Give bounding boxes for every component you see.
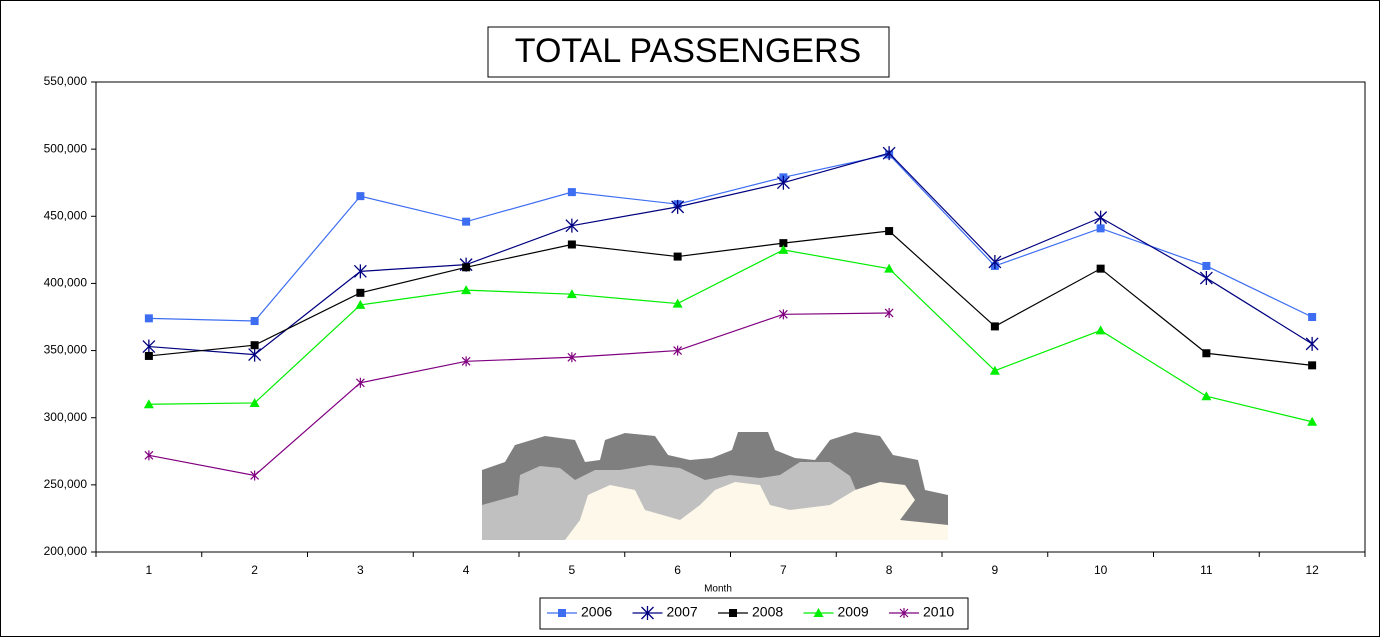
- marker: [673, 252, 682, 261]
- marker: [462, 217, 471, 226]
- marker: [355, 299, 366, 309]
- x-tick-label: 10: [1094, 563, 1108, 577]
- marker: [1307, 416, 1318, 426]
- marker: [778, 244, 789, 254]
- marker: [566, 289, 577, 299]
- marker: [567, 240, 576, 249]
- legend-label: 2006: [581, 604, 612, 620]
- legend-label: 2010: [923, 604, 954, 620]
- marker: [356, 288, 365, 297]
- marker: [641, 606, 654, 620]
- marker: [565, 218, 579, 233]
- marker: [250, 341, 259, 350]
- marker: [1096, 264, 1105, 273]
- marker: [250, 470, 260, 481]
- chart-title: TOTAL PASSENGERS: [515, 32, 861, 70]
- marker: [813, 608, 824, 617]
- x-tick-label: 9: [992, 563, 999, 577]
- series-line: [148, 312, 890, 477]
- series-line: [148, 249, 1313, 423]
- marker: [250, 317, 259, 326]
- x-axis-label: Month: [704, 584, 732, 595]
- x-tick-label: 6: [674, 563, 681, 577]
- marker: [673, 345, 683, 356]
- y-tick-label: 500,000: [44, 141, 88, 155]
- marker: [672, 298, 683, 308]
- title-box: [487, 26, 890, 78]
- marker: [249, 397, 260, 407]
- marker: [990, 322, 999, 331]
- x-tick-label: 12: [1305, 563, 1319, 577]
- marker: [356, 192, 365, 201]
- marker: [1095, 325, 1106, 335]
- marker: [1199, 271, 1213, 286]
- x-tick-label: 2: [251, 563, 258, 577]
- marker: [144, 351, 153, 360]
- y-tick-label: 400,000: [44, 276, 88, 290]
- series-line: [148, 230, 1313, 366]
- x-tick-label: 11: [1200, 563, 1213, 577]
- marker: [1308, 361, 1317, 370]
- marker: [143, 399, 154, 409]
- marker: [1308, 313, 1317, 321]
- marker: [778, 309, 788, 320]
- marker: [1096, 224, 1105, 233]
- x-tick-label: 4: [463, 563, 470, 577]
- y-tick-label: 200,000: [44, 544, 88, 558]
- marker: [671, 199, 685, 214]
- y-tick-label: 250,000: [44, 477, 88, 491]
- marker: [884, 263, 895, 273]
- marker: [988, 254, 1002, 269]
- y-tick-label: 350,000: [44, 343, 88, 357]
- series-line: [148, 152, 1313, 356]
- legend-label: 2007: [667, 604, 698, 620]
- marker: [729, 609, 737, 617]
- x-tick-label: 7: [780, 563, 787, 577]
- marker: [884, 307, 894, 318]
- y-tick-label: 450,000: [44, 208, 88, 222]
- decoration-people: [482, 432, 948, 540]
- marker: [1094, 210, 1108, 225]
- marker: [353, 264, 367, 279]
- marker: [899, 608, 909, 618]
- x-tick-label: 5: [569, 563, 576, 577]
- marker: [248, 347, 262, 362]
- marker: [1305, 336, 1319, 351]
- marker: [989, 365, 1000, 375]
- marker: [461, 356, 471, 367]
- legend-label: 2009: [838, 604, 869, 620]
- legend-label: 2008: [752, 604, 783, 620]
- marker: [461, 285, 472, 295]
- marker: [142, 339, 156, 354]
- marker: [1201, 391, 1212, 401]
- series-line: [148, 153, 1313, 322]
- x-tick-label: 3: [357, 563, 364, 577]
- x-tick-label: 8: [886, 563, 893, 577]
- marker: [1202, 261, 1211, 270]
- y-tick-label: 300,000: [44, 410, 88, 424]
- x-tick-label: 1: [146, 563, 153, 577]
- marker: [779, 239, 788, 248]
- marker: [558, 609, 566, 617]
- marker: [776, 175, 790, 190]
- marker: [144, 450, 154, 461]
- y-tick-label: 550,000: [44, 74, 88, 88]
- marker: [567, 188, 576, 197]
- marker: [882, 146, 896, 161]
- marker: [1202, 349, 1211, 358]
- marker: [144, 314, 153, 323]
- marker: [462, 263, 471, 272]
- marker: [885, 227, 894, 236]
- marker: [355, 377, 365, 388]
- marker: [567, 352, 577, 363]
